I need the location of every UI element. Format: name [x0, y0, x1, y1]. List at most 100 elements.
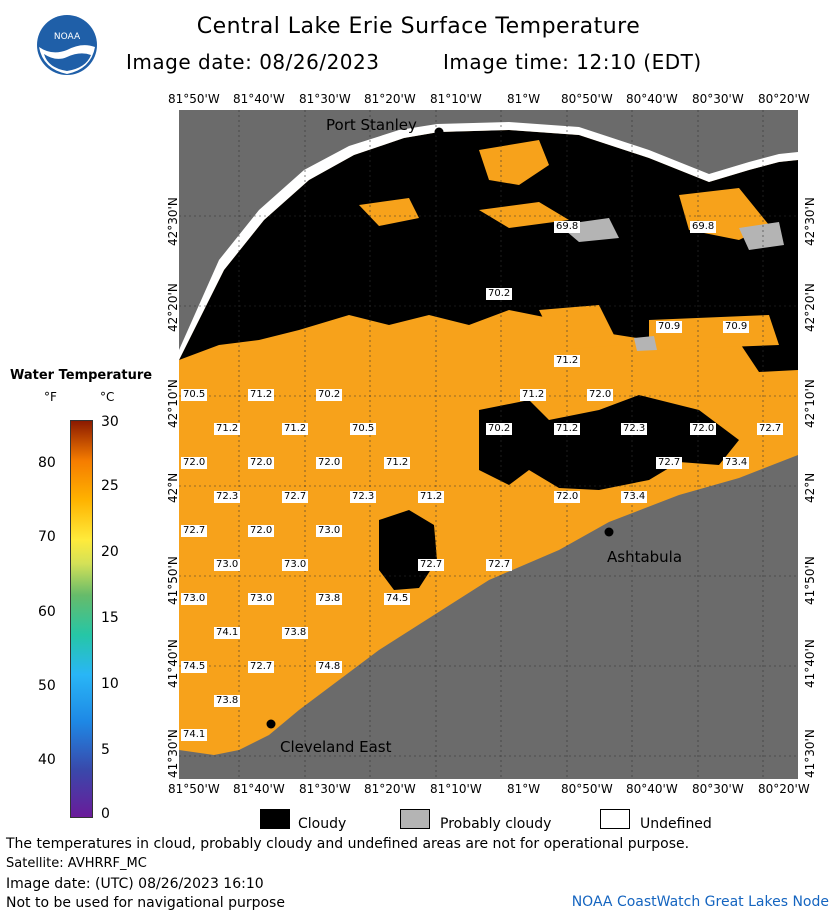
place-port-stanley: Port Stanley [326, 116, 417, 134]
probably-cloudy-label: Probably cloudy [440, 816, 552, 832]
temp-label: 72.3 [350, 491, 377, 503]
temp-label: 73.4 [621, 491, 648, 503]
temp-label: 71.2 [248, 389, 275, 401]
temp-label: 69.8 [690, 221, 717, 233]
lat-tick: 41°30'N [166, 729, 180, 778]
warm-patch [479, 140, 549, 185]
temp-label: 72.3 [214, 491, 241, 503]
page-title: Central Lake Erie Surface Temperature [196, 14, 641, 39]
port-stanley-marker [434, 127, 444, 137]
place-cleveland-east: Cleveland East [280, 738, 392, 756]
probably-cloudy [634, 336, 657, 351]
c-tick: 10 [101, 676, 119, 692]
temp-label: 72.7 [181, 525, 208, 537]
temp-label: 73.0 [316, 525, 343, 537]
temp-label: 70.2 [486, 423, 513, 435]
lon-tick: 81°40'W [233, 92, 285, 106]
cloudy-swatch [260, 809, 290, 829]
lon-tick: 80°20'W [758, 782, 810, 796]
temp-label: 73.0 [181, 593, 208, 605]
temp-label: 71.2 [554, 355, 581, 367]
lat-tick: 41°30'N [803, 729, 817, 778]
legend-unit-f: °F [44, 390, 57, 404]
lon-tick: 81°20'W [364, 782, 416, 796]
lon-tick: 81°50'W [168, 782, 220, 796]
temp-label: 74.5 [181, 661, 208, 673]
temp-label: 73.8 [316, 593, 343, 605]
lon-tick: 81°30'W [299, 92, 351, 106]
footer-utc-date: Image date: (UTC) 08/26/2023 16:10 [6, 876, 264, 892]
temp-label: 73.0 [248, 593, 275, 605]
ashtabula-marker [604, 527, 614, 537]
lat-tick: 42°10'N [166, 379, 180, 428]
temp-label: 72.0 [316, 457, 343, 469]
lat-tick: 41°50'N [803, 556, 817, 605]
temp-label: 72.0 [248, 525, 275, 537]
temp-label: 72.0 [248, 457, 275, 469]
lat-tick: 42°N [803, 472, 817, 503]
lon-tick: 80°30'W [692, 92, 744, 106]
lat-tick: 42°20'N [166, 283, 180, 332]
warm-patch [479, 202, 569, 228]
lon-tick: 80°30'W [692, 782, 744, 796]
temp-label: 74.1 [181, 729, 208, 741]
temp-label: 73.4 [723, 457, 750, 469]
lon-tick: 80°50'W [561, 782, 613, 796]
lon-tick: 81°10'W [430, 92, 482, 106]
warm-patch [359, 198, 419, 226]
warm-patch [539, 305, 619, 350]
temp-label: 72.3 [621, 423, 648, 435]
f-tick: 40 [38, 752, 56, 768]
legend-unit-c: °C [100, 390, 115, 404]
lon-tick: 80°40'W [626, 782, 678, 796]
legend-title: Water Temperature [10, 368, 153, 383]
temp-label: 72.7 [248, 661, 275, 673]
footer-credit: NOAA CoastWatch Great Lakes Node [571, 894, 829, 910]
f-tick: 50 [38, 678, 56, 694]
probably-cloudy-swatch [400, 809, 430, 829]
f-tick: 70 [38, 529, 56, 545]
lat-tick: 42°10'N [803, 379, 817, 428]
temp-label: 72.7 [656, 457, 683, 469]
lat-tick: 42°20'N [803, 283, 817, 332]
cloudy-label: Cloudy [298, 816, 347, 832]
lon-tick: 80°40'W [626, 92, 678, 106]
image-date: Image date: 08/26/2023 [126, 50, 380, 74]
footer-nav-warning: Not to be used for navigational purpose [6, 895, 285, 911]
c-tick: 30 [101, 414, 119, 430]
temp-label: 72.7 [486, 559, 513, 571]
probably-cloudy [739, 222, 784, 250]
temp-label: 70.2 [316, 389, 343, 401]
lat-tick: 41°40'N [803, 639, 817, 688]
cleveland-east-marker [266, 719, 276, 729]
temp-label: 74.8 [316, 661, 343, 673]
lon-tick: 81°W [507, 782, 541, 796]
undefined-label: Undefined [640, 816, 712, 832]
temp-label: 73.8 [214, 695, 241, 707]
temp-label: 72.7 [757, 423, 784, 435]
temp-label: 71.2 [384, 457, 411, 469]
temp-label: 71.2 [214, 423, 241, 435]
temp-label: 72.7 [282, 491, 309, 503]
temp-label: 72.0 [554, 491, 581, 503]
lon-tick: 81°30'W [299, 782, 351, 796]
undefined-swatch [600, 809, 630, 829]
temp-label: 70.5 [350, 423, 377, 435]
lon-tick: 81°W [507, 92, 541, 106]
temp-label: 70.9 [656, 321, 683, 333]
lat-tick: 42°30'N [803, 197, 817, 246]
lon-tick: 80°20'W [758, 92, 810, 106]
color-bar [70, 420, 93, 818]
f-tick: 80 [38, 455, 56, 471]
place-ashtabula: Ashtabula [607, 548, 683, 566]
footer-satellite: Satellite: AVHRRF_MC [6, 856, 147, 871]
temperature-map [179, 110, 798, 779]
temp-label: 72.0 [181, 457, 208, 469]
c-tick: 5 [101, 742, 110, 758]
temp-label: 70.5 [181, 389, 208, 401]
lon-tick: 81°20'W [364, 92, 416, 106]
temp-label: 70.2 [486, 288, 513, 300]
temp-label: 71.2 [418, 491, 445, 503]
lat-tick: 42°N [166, 472, 180, 503]
temp-label: 74.5 [384, 593, 411, 605]
